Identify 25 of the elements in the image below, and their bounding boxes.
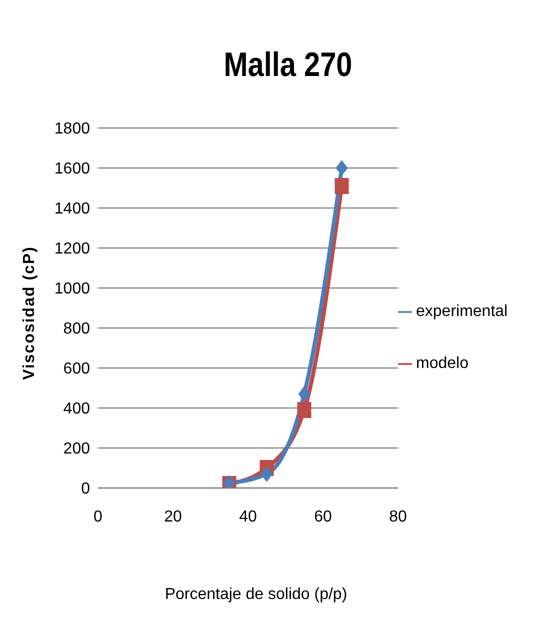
point xyxy=(336,160,348,176)
y-tick-label: 1400 xyxy=(54,200,90,218)
x-axis-title: Porcentaje de solido (p/p) xyxy=(164,586,348,604)
y-tick-label: 1600 xyxy=(54,160,90,178)
x-tick-label: 40 xyxy=(239,508,257,526)
point xyxy=(334,178,349,194)
y-tick-label: 1000 xyxy=(54,280,90,298)
x-tick-label: 60 xyxy=(314,508,332,526)
point xyxy=(297,402,312,418)
y-tick-label: 800 xyxy=(63,320,90,338)
y-tick-label: 1200 xyxy=(54,240,90,258)
legend-label: modelo xyxy=(416,355,468,372)
x-tick-label: 80 xyxy=(389,508,407,526)
point xyxy=(298,386,310,402)
x-tick-label: 0 xyxy=(94,508,103,526)
point xyxy=(260,466,273,482)
y-tick-label: 600 xyxy=(63,360,90,378)
y-axis-title: Viscosidad (cP) xyxy=(21,246,39,380)
y-tick-label: 0 xyxy=(81,480,90,498)
y-tick-label: 200 xyxy=(63,440,90,458)
y-tick-label: 1800 xyxy=(54,120,90,138)
y-tick-label: 400 xyxy=(63,400,90,418)
chart-title: Malla 270 xyxy=(222,46,354,85)
x-tick-label: 20 xyxy=(164,508,182,526)
legend-label: experimental xyxy=(416,303,508,320)
